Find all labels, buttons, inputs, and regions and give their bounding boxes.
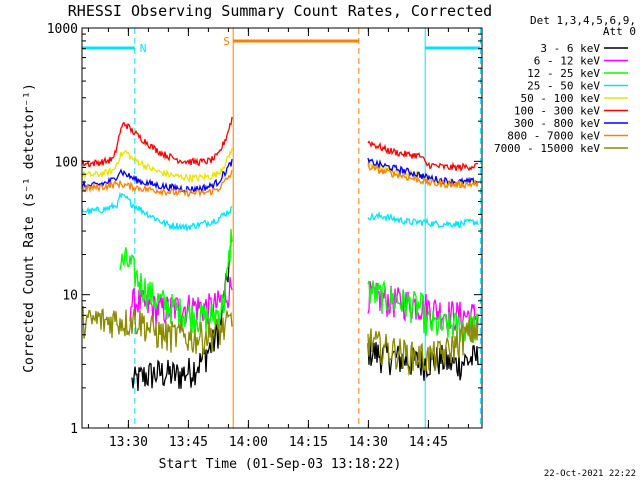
y-tick-label-1: 10 [62, 289, 78, 304]
x-tick-label-2: 14:00 [229, 435, 268, 450]
axes-layer: 1 10 100 1000 13:30 13:45 14:00 14:15 14:30 14:45 [47, 22, 482, 450]
series-line-3 [81, 191, 479, 233]
series-line-7 [81, 163, 479, 198]
series-line-6 [81, 157, 479, 194]
legend-label-5: 100 - 300 keV [514, 105, 600, 118]
legend-label-4: 50 - 100 keV [521, 92, 601, 105]
y-tick-label-3: 1000 [47, 22, 78, 37]
series-line-8 [81, 305, 479, 377]
generation-timestamp: 22-Oct-2021 22:22 [544, 469, 636, 479]
series-layer [81, 116, 479, 391]
x-tick-label-5: 14:45 [409, 435, 448, 450]
y-axis-label: Corrected Count Rate (s⁻¹ detector⁻¹) [22, 83, 37, 373]
flag-label-N: N [140, 42, 147, 55]
legend-header-line-2: Att 0 [603, 25, 636, 38]
y-tick-label-0: 1 [70, 422, 78, 437]
x-tick-label-1: 13:45 [169, 435, 208, 450]
legend-label-1: 6 - 12 keV [534, 55, 601, 68]
legend-label-8: 7000 - 15000 keV [494, 142, 600, 155]
legend-label-6: 300 - 800 keV [514, 117, 600, 130]
series-line-5 [81, 116, 479, 173]
legend-label-0: 3 - 6 keV [540, 42, 600, 55]
legend-label-3: 25 - 50 keV [527, 80, 600, 93]
chart-title: RHESSI Observing Summary Count Rates, Co… [68, 2, 492, 20]
legend-label-7: 800 - 7000 keV [507, 130, 600, 143]
x-tick-label-4: 14:30 [349, 435, 388, 450]
x-axis-label: Start Time (01-Sep-03 13:18:22) [159, 457, 402, 472]
legend-header-line-1: Det 1,3,4,5,6,9, [530, 14, 636, 27]
legend-label-2: 12 - 25 keV [527, 67, 600, 80]
plot-frame [81, 27, 483, 429]
x-tick-label-0: 13:30 [109, 435, 148, 450]
x-tick-label-3: 14:15 [289, 435, 328, 450]
flag-label-S: S [223, 35, 230, 48]
y-tick-label-2: 100 [55, 155, 78, 170]
series-line-0 [131, 238, 479, 391]
